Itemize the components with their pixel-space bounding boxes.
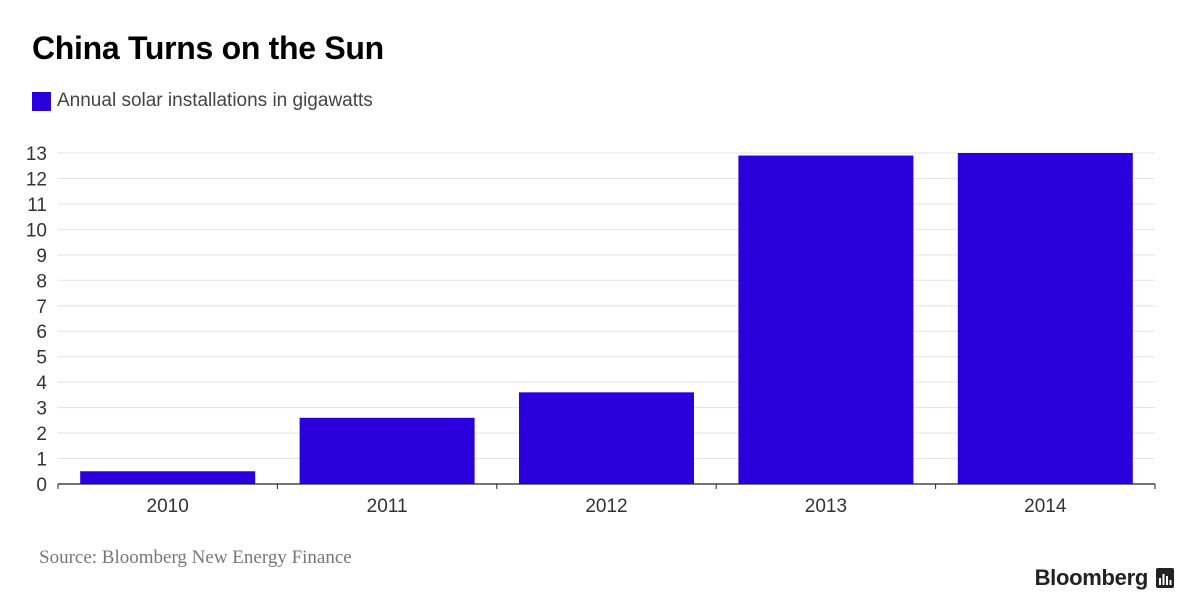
bar xyxy=(957,153,1133,484)
bar xyxy=(738,155,914,485)
source-note: Source: Bloomberg New Energy Finance xyxy=(39,547,352,568)
y-tick-label: 3 xyxy=(36,399,47,420)
y-tick-label: 5 xyxy=(36,348,47,369)
x-tick-label: 2014 xyxy=(1024,496,1067,517)
y-tick-label: 2 xyxy=(36,424,47,445)
x-tick-label: 2012 xyxy=(585,496,627,517)
y-tick-label: 0 xyxy=(36,475,47,496)
legend-swatch xyxy=(32,91,51,111)
x-tick-label: 2010 xyxy=(147,496,189,517)
y-tick-label: 12 xyxy=(26,169,47,190)
bar xyxy=(80,471,256,484)
y-tick-label: 4 xyxy=(36,373,47,394)
x-tick-label: 2013 xyxy=(805,496,847,517)
y-tick-label: 11 xyxy=(27,195,47,216)
legend-label: Annual solar installations in gigawatts xyxy=(57,90,373,111)
y-tick-label: 1 xyxy=(36,450,47,471)
y-tick-label: 7 xyxy=(36,297,47,318)
bar xyxy=(299,417,475,484)
y-tick-label: 10 xyxy=(26,220,47,241)
bar-chart-icon xyxy=(1156,568,1174,588)
x-tick-label: 2011 xyxy=(367,496,408,517)
y-tick-label: 8 xyxy=(36,271,47,292)
chart-title: China Turns on the Sun xyxy=(32,30,384,66)
y-tick-label: 13 xyxy=(26,144,47,165)
legend: Annual solar installations in gigawatts xyxy=(32,90,373,112)
bar xyxy=(519,392,694,484)
brand-logo: Bloomberg xyxy=(1035,565,1174,591)
y-tick-label: 9 xyxy=(36,246,47,267)
brand-name: Bloomberg xyxy=(1034,565,1149,590)
y-tick-label: 6 xyxy=(36,322,47,343)
